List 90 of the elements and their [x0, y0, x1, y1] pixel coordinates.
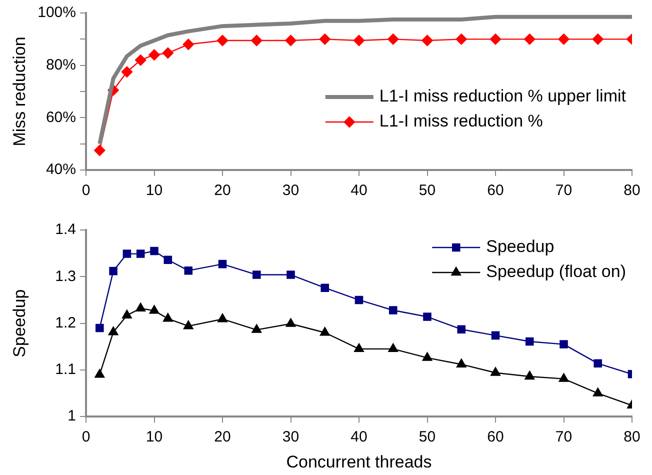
point	[184, 266, 193, 275]
point	[320, 284, 330, 292]
point	[490, 34, 502, 45]
x-tick-label: 30	[282, 182, 300, 200]
point	[388, 306, 398, 314]
point	[122, 310, 132, 318]
x-tick-label: 70	[555, 182, 572, 200]
point	[252, 324, 262, 333]
point	[457, 325, 466, 334]
x-tick-label: 30	[282, 428, 300, 446]
point	[456, 358, 466, 368]
x-tick-label: 80	[624, 182, 640, 200]
point	[319, 34, 330, 45]
x-tick-label: 10	[146, 428, 163, 446]
point	[162, 47, 174, 59]
point	[252, 270, 261, 279]
point	[594, 359, 602, 368]
point	[148, 49, 160, 60]
point	[456, 34, 467, 45]
point	[164, 256, 172, 264]
y-tick-label: 100%	[38, 4, 76, 22]
x-tick-label: 50	[418, 428, 436, 446]
point	[558, 373, 569, 382]
point	[354, 296, 364, 304]
point	[491, 331, 500, 340]
x-tick-label: 50	[418, 182, 436, 200]
x-tick-label: 20	[214, 182, 231, 200]
point	[320, 327, 330, 336]
legend-label: Speedup	[486, 237, 554, 256]
point	[353, 34, 365, 46]
point	[490, 367, 500, 376]
y-axis-title: Miss reduction	[10, 36, 29, 146]
point	[524, 34, 536, 45]
y-tick-label: 40%	[46, 161, 76, 178]
x-tick-label: 60	[487, 428, 504, 446]
x-tick-label: 0	[82, 428, 90, 446]
point	[136, 250, 145, 258]
point	[286, 318, 296, 327]
point	[96, 324, 104, 332]
point	[558, 34, 570, 45]
x-tick-label: 20	[214, 428, 231, 446]
point	[135, 54, 146, 66]
legend-label: Speedup (float on)	[486, 262, 626, 282]
legend-label: L1-I miss reduction %	[379, 112, 543, 131]
point	[560, 340, 568, 348]
x-tick-label: 40	[350, 428, 368, 446]
point	[286, 270, 295, 279]
x-tick-label: 10	[146, 182, 163, 200]
point	[388, 343, 398, 352]
y-axis-title: Speedup	[10, 289, 29, 358]
point	[251, 34, 262, 46]
point	[354, 343, 364, 352]
point	[108, 326, 118, 336]
point	[592, 34, 604, 45]
point	[285, 34, 296, 46]
y-tick-label: 1	[68, 408, 76, 425]
point	[422, 34, 433, 46]
x-tick-label: 0	[82, 182, 90, 200]
point	[122, 250, 132, 258]
point	[423, 312, 432, 321]
point	[136, 302, 146, 312]
point	[216, 34, 228, 46]
point	[94, 369, 105, 378]
point	[592, 388, 603, 396]
point	[218, 260, 227, 268]
point	[150, 246, 158, 256]
point	[162, 313, 173, 322]
point	[422, 352, 432, 361]
legend-label: L1-I miss reduction % upper limit	[379, 86, 626, 106]
y-tick-label: 80%	[46, 56, 76, 74]
x-tick-label: 40	[350, 182, 368, 200]
y-tick-label: 60%	[46, 108, 76, 126]
y-tick-label: 1.3	[55, 268, 76, 285]
point	[524, 370, 535, 380]
point	[109, 266, 118, 276]
y-tick-label: 1.4	[55, 221, 76, 238]
point	[149, 305, 160, 314]
point	[183, 320, 194, 330]
point	[94, 144, 106, 156]
x-tick-label: 60	[487, 182, 504, 200]
point	[218, 314, 228, 322]
x-axis-title: Concurrent threads	[286, 452, 432, 472]
point	[182, 38, 194, 50]
x-tick-label: 70	[555, 428, 572, 446]
point	[388, 34, 399, 45]
point	[525, 337, 534, 346]
x-tick-label: 80	[624, 428, 640, 446]
y-tick-label: 1.2	[55, 314, 76, 332]
point	[121, 66, 133, 78]
y-tick-label: 1.1	[55, 361, 76, 378]
